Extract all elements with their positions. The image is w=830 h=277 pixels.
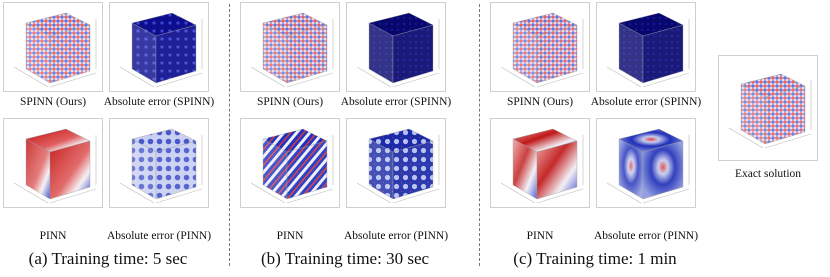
cube-axis <box>606 66 642 88</box>
cube <box>728 73 812 149</box>
cube-face <box>536 140 578 200</box>
cube-axis <box>286 188 334 204</box>
panel-label: PINN <box>526 230 554 242</box>
group-caption: (a) Training time: 5 sec <box>28 249 188 268</box>
cube <box>356 128 440 204</box>
cube-face <box>536 24 578 84</box>
cube-axis <box>500 182 536 204</box>
cube-face <box>392 24 434 84</box>
cube <box>500 128 584 204</box>
plot-panel <box>596 118 696 208</box>
cube <box>606 128 690 204</box>
cube <box>250 12 334 88</box>
plot-panel <box>3 118 103 208</box>
panel-label: SPINN (Ours) <box>256 96 324 108</box>
cube-axis <box>119 66 155 88</box>
cube-face <box>49 140 91 200</box>
cube-axis <box>119 182 155 204</box>
cube-axis <box>536 188 584 204</box>
separator <box>479 4 480 266</box>
cube <box>13 128 97 204</box>
cube-face <box>642 140 684 200</box>
cube-face <box>155 24 197 84</box>
plot-panel <box>240 118 340 208</box>
cube-axis <box>49 72 97 88</box>
plot-panel <box>346 118 446 208</box>
panel-label: PINN <box>39 230 67 242</box>
cube-axis <box>250 182 286 204</box>
cube-axis <box>49 188 97 204</box>
cube-face <box>392 140 434 200</box>
panel-label: Absolute error (PINN) <box>593 230 699 242</box>
cube-face <box>764 85 806 145</box>
cube-axis <box>642 72 690 88</box>
cube-axis <box>500 66 536 88</box>
cube-axis <box>764 133 812 149</box>
cube-axis <box>728 127 764 149</box>
group-caption: (c) Training time: 1 min <box>513 249 677 268</box>
cube-axis <box>392 72 440 88</box>
cube-axis <box>286 72 334 88</box>
cube <box>13 12 97 88</box>
cube-axis <box>356 182 392 204</box>
cube <box>356 12 440 88</box>
cube <box>500 12 584 88</box>
panel-label: Absolute error (PINN) <box>106 230 212 242</box>
cube-axis <box>13 66 49 88</box>
cube-axis <box>155 188 203 204</box>
cube-axis <box>642 188 690 204</box>
cube <box>606 12 690 88</box>
cube-axis <box>606 182 642 204</box>
plot-panel <box>3 2 103 92</box>
plot-panel <box>346 2 446 92</box>
plot-panel <box>718 55 818 161</box>
cube-axis <box>155 72 203 88</box>
cube-face <box>286 140 328 200</box>
panel-label: Absolute error (SPINN) <box>590 96 702 108</box>
cube-face <box>642 24 684 84</box>
cube-axis <box>356 66 392 88</box>
cube-face <box>155 140 197 200</box>
plot-panel <box>109 2 209 92</box>
cube-axis <box>536 72 584 88</box>
plot-panel <box>109 118 209 208</box>
plot-panel <box>490 2 590 92</box>
separator <box>229 4 230 266</box>
cube <box>119 128 203 204</box>
panel-label: Absolute error (SPINN) <box>340 96 452 108</box>
panel-label: Exact solution <box>734 168 802 180</box>
cube <box>119 12 203 88</box>
plot-panel <box>490 118 590 208</box>
panel-label: Absolute error (SPINN) <box>103 96 215 108</box>
cube-axis <box>392 188 440 204</box>
cube-face <box>286 24 328 84</box>
panel-label: PINN <box>276 230 304 242</box>
cube <box>250 128 334 204</box>
panel-label: SPINN (Ours) <box>19 96 87 108</box>
plot-panel <box>596 2 696 92</box>
cube-axis <box>13 182 49 204</box>
cube-face <box>49 24 91 84</box>
cube-axis <box>250 66 286 88</box>
plot-panel <box>240 2 340 92</box>
panel-label: Absolute error (PINN) <box>343 230 449 242</box>
panel-label: SPINN (Ours) <box>506 96 574 108</box>
group-caption: (b) Training time: 30 sec <box>260 249 430 268</box>
